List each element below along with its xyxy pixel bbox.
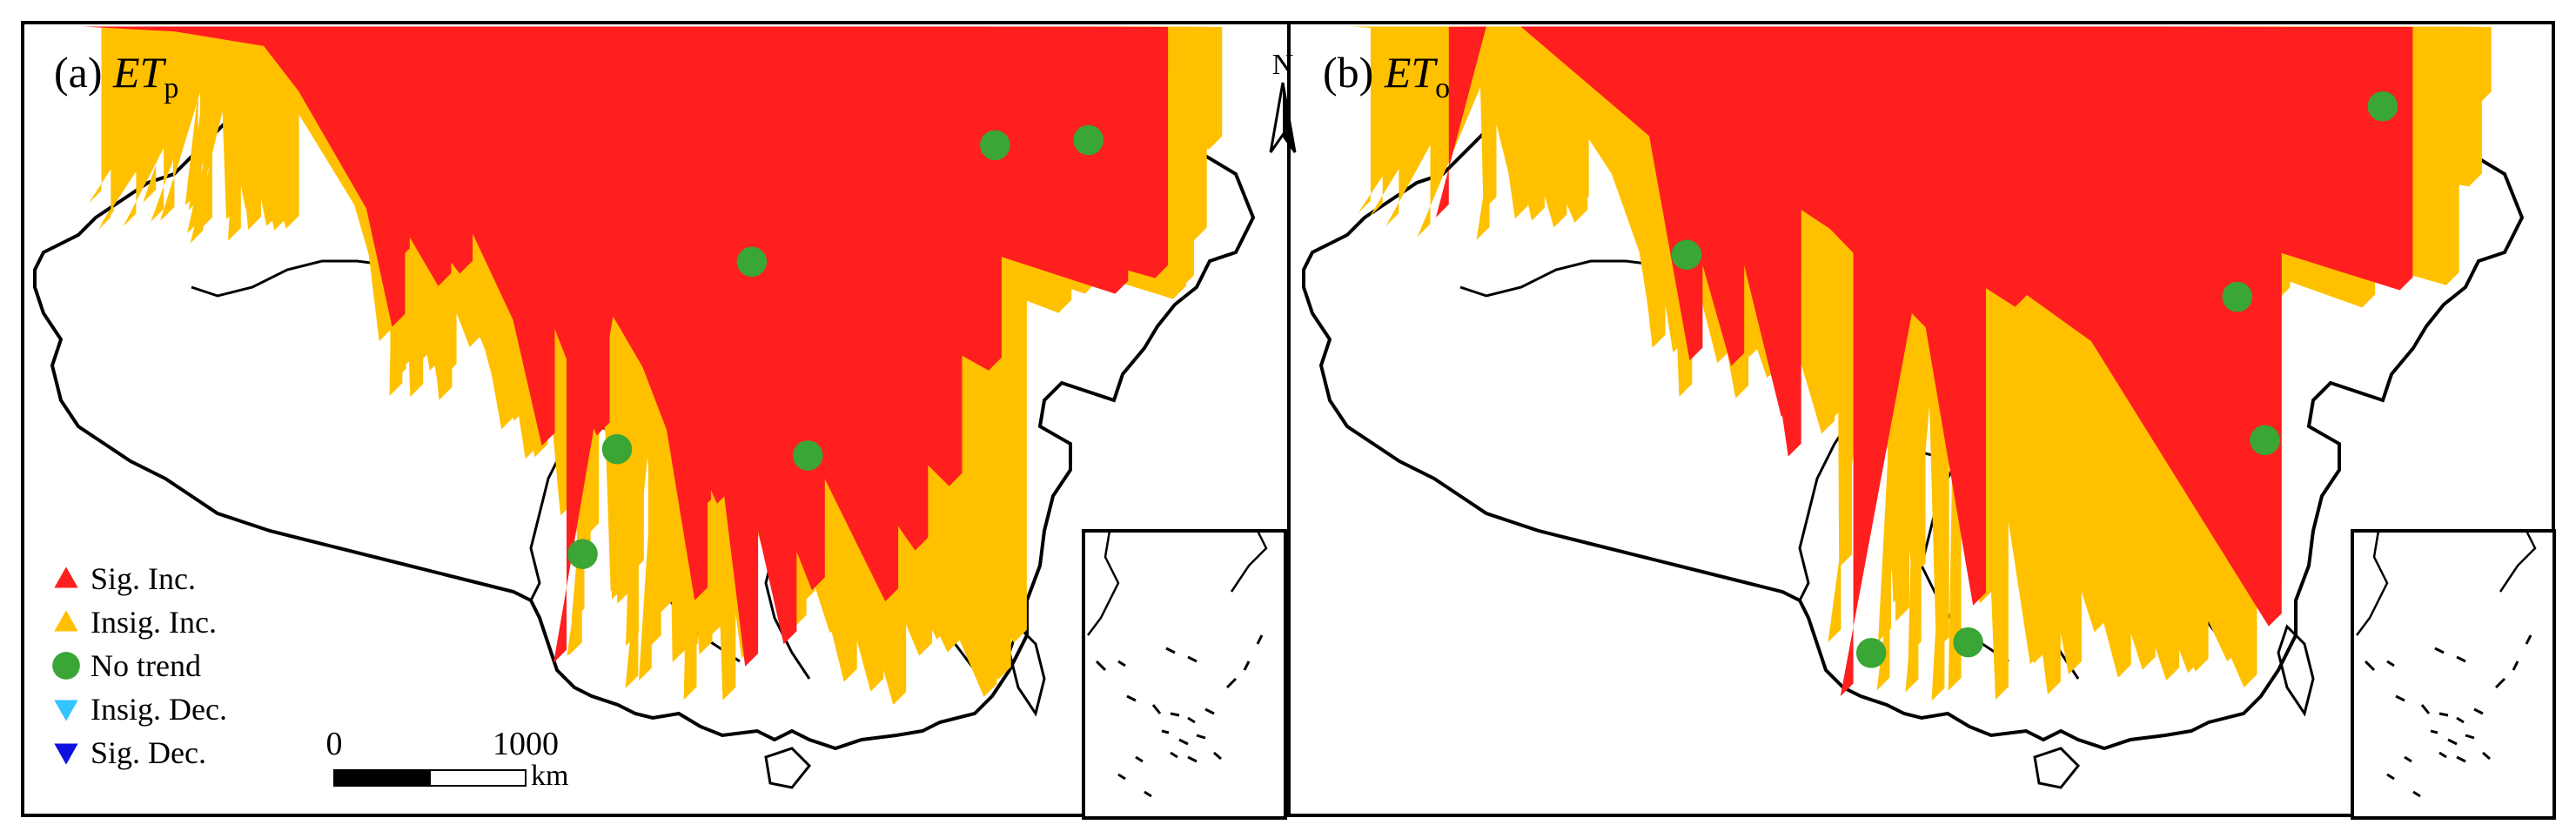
insig-inc-marker — [194, 26, 224, 224]
scale-unit-label: km — [531, 760, 568, 792]
sig-inc-marker — [1435, 26, 1486, 218]
variable-name: ET — [112, 48, 167, 97]
hainan-island — [2033, 747, 2081, 789]
no-trend-marker — [1953, 627, 1983, 658]
panel-label: (a) — [54, 48, 113, 97]
legend-symbol-insig-dec — [54, 700, 78, 721]
insig-inc-marker — [225, 26, 280, 226]
insig-inc-marker — [1479, 26, 1497, 211]
no-trend-marker — [1073, 124, 1104, 156]
panel-title: (b) ETo — [1323, 48, 1450, 104]
no-trend-marker — [736, 246, 768, 278]
south-china-sea-inset — [2351, 529, 2556, 820]
legend-label-sig-inc: Sig. Inc. — [91, 561, 196, 596]
legend-label-sig-dec: Sig. Dec. — [91, 735, 206, 770]
hainan-island — [764, 747, 812, 789]
variable-name: ET — [1384, 48, 1439, 97]
scale-bar: 0 1000 km — [326, 726, 569, 792]
north-arrow: N — [1269, 49, 1297, 153]
no-trend-marker — [980, 130, 1010, 161]
north-label: N — [1272, 49, 1294, 81]
insig-inc-marker — [100, 26, 225, 225]
insig-inc-marker — [123, 26, 227, 227]
panel-title: (a) ETp — [54, 48, 178, 104]
insig-inc-marker — [190, 26, 244, 244]
insig-inc-marker — [1878, 26, 1911, 642]
legend-label-no-trend: No trend — [91, 648, 201, 683]
south-china-sea-inset — [1082, 529, 1287, 820]
panel-b-map: (b) ETo — [1302, 26, 2556, 820]
site-markers — [82, 26, 1223, 706]
taiwan-island — [2277, 624, 2315, 717]
panel-a-map: (a) ETp N Sig. Inc. Insig. Inc. No trend In… — [33, 26, 1297, 820]
no-trend-marker — [1671, 239, 1702, 271]
scale-start-label: 0 — [326, 726, 343, 762]
no-trend-marker — [567, 539, 598, 569]
no-trend-marker — [2367, 91, 2398, 122]
legend: Sig. Inc. Insig. Inc. No trend Insig. Dec. S… — [52, 561, 227, 770]
panel-label: (b) — [1323, 48, 1385, 97]
legend-symbol-insig-inc — [54, 610, 78, 632]
no-trend-marker — [601, 433, 633, 465]
no-trend-marker — [793, 440, 823, 471]
scale-end-label: 1000 — [493, 726, 559, 762]
legend-symbol-sig-inc — [54, 566, 78, 588]
legend-symbol-sig-dec — [54, 743, 78, 765]
insig-inc-marker — [1385, 26, 1495, 226]
variable-subscript: p — [164, 72, 178, 104]
variable-subscript: o — [1435, 72, 1450, 104]
site-markers — [1350, 26, 2492, 701]
sig-inc-marker — [293, 26, 808, 294]
legend-symbol-no-trend — [52, 652, 80, 680]
legend-label-insig-inc: Insig. Inc. — [91, 605, 217, 640]
sig-inc-marker — [1579, 26, 1947, 311]
legend-label-insig-dec: Insig. Dec. — [91, 692, 227, 727]
no-trend-marker — [1855, 638, 1887, 668]
no-trend-marker — [2250, 425, 2280, 456]
no-trend-marker — [2222, 281, 2253, 312]
